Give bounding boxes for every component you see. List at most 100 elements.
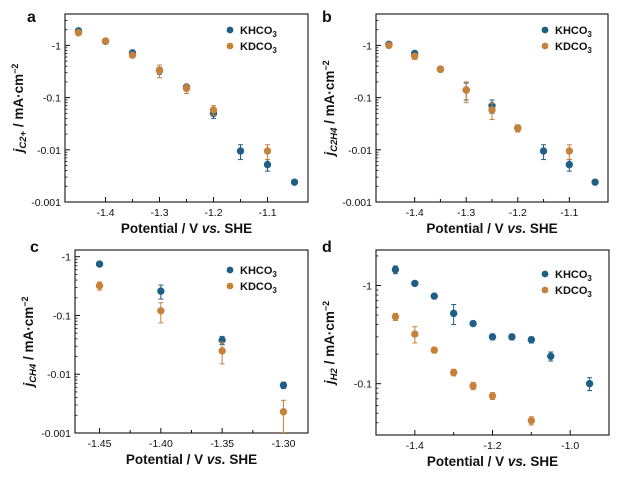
data-point xyxy=(263,160,272,169)
legend-marker xyxy=(226,282,234,290)
y-tick-label: -0.01 xyxy=(37,145,61,157)
data-point xyxy=(95,260,104,268)
y-tick-label: -0.1 xyxy=(43,93,61,105)
x-tick-label: -1.35 xyxy=(210,438,234,450)
legend-marker xyxy=(226,266,234,274)
y-tick-label: -0.1 xyxy=(354,379,372,391)
data-point xyxy=(565,147,574,155)
y-axis-title: jC2+ / mA·cm−2 xyxy=(10,64,29,155)
legend: KHCO3 KDCO3 xyxy=(226,265,277,295)
x-tick-label: -1.3 xyxy=(150,207,168,219)
data-point xyxy=(411,279,419,288)
data-point xyxy=(279,381,288,389)
x-tick-label: -1.1 xyxy=(258,207,276,219)
data-point xyxy=(410,52,419,60)
data-point xyxy=(391,313,400,321)
data-point xyxy=(430,346,438,354)
y-tick-label: -1 xyxy=(62,252,71,264)
data-point xyxy=(436,65,445,73)
data-point xyxy=(565,160,574,169)
data-point xyxy=(508,333,516,341)
data-point xyxy=(279,408,288,416)
legend-label: KDCO3 xyxy=(240,41,277,55)
panel-letter: a xyxy=(27,9,36,26)
legend-marker xyxy=(541,270,549,278)
data-point xyxy=(411,330,419,338)
x-tick-label: -1.1 xyxy=(560,207,578,219)
data-point xyxy=(209,106,218,114)
data-point xyxy=(488,392,497,400)
data-point xyxy=(527,336,536,344)
series-KDCO3 xyxy=(74,29,272,161)
x-tick-label: -1.2 xyxy=(204,207,222,219)
legend-marker xyxy=(541,42,549,50)
series-KHCO3 xyxy=(391,265,594,392)
data-point xyxy=(101,37,110,45)
panel-b: b -1.4 -1.3 -1.2 -1.1 -1 -0.1 -0.01 -0.001 Potent… xyxy=(321,9,609,236)
y-tick-label: -0.1 xyxy=(53,310,71,322)
data-point xyxy=(263,147,272,155)
legend-label: KDCO3 xyxy=(555,41,592,55)
legend-marker xyxy=(226,42,234,50)
data-point xyxy=(218,347,226,355)
data-point xyxy=(527,416,536,425)
data-point xyxy=(449,309,458,318)
data-point xyxy=(157,307,165,315)
x-tick-label: -1.4 xyxy=(96,207,114,219)
y-tick-label: -0.001 xyxy=(41,428,71,440)
series-KDCO3 xyxy=(385,41,574,161)
y-axis-title: jC2H4 / mA·cm−2 xyxy=(321,60,340,157)
data-point xyxy=(236,147,245,155)
x-tick-label: -1.2 xyxy=(509,207,527,219)
panel-a: a -1.4 -1.3 -1.2 -1.1 -1 -0.1 -0.01 -0.001 Potent… xyxy=(10,9,309,236)
panel-d: d -1.4 -1.2 -1.0 -1 -0.1 Potential / V vs. SHE… xyxy=(321,239,610,469)
data-point xyxy=(539,147,548,155)
legend: KHCO3 KDCO3 xyxy=(226,25,277,55)
x-axis-title: Potential / V vs. SHE xyxy=(427,454,558,469)
legend-label: KHCO3 xyxy=(555,25,592,39)
legend-marker xyxy=(541,26,549,34)
y-tick-label: -0.01 xyxy=(348,145,372,157)
y-axis-title: jH2 / mA·cm−2 xyxy=(321,301,340,386)
x-axis-title: Potential / V vs. SHE xyxy=(426,221,557,236)
data-point xyxy=(449,368,458,377)
panel-c: c -1.45 -1.40 -1.35 -1.30 -1 -0.1 -0.01 -0.001 Po… xyxy=(20,239,309,467)
data-point xyxy=(74,29,83,37)
y-tick-label: -1 xyxy=(52,40,61,52)
y-axis-title: jCH4 / mA·cm−2 xyxy=(20,296,39,388)
x-axis-title: Potential / V vs. SHE xyxy=(121,221,252,236)
x-tick-label: -1.45 xyxy=(88,438,112,450)
y-tick-label: -1 xyxy=(363,40,372,52)
data-point xyxy=(488,333,497,341)
x-tick-label: -1.30 xyxy=(272,438,296,450)
data-point xyxy=(391,265,400,274)
legend-label: KHCO3 xyxy=(555,269,592,283)
x-tick-label: -1.40 xyxy=(149,438,173,450)
y-tick-label: -0.01 xyxy=(47,369,71,381)
data-point xyxy=(514,124,522,132)
x-tick-label: -1.4 xyxy=(406,440,424,452)
data-point xyxy=(469,319,477,328)
data-point xyxy=(547,352,555,361)
x-tick-label: -1.2 xyxy=(483,440,501,452)
y-tick-label: -0.1 xyxy=(354,93,372,105)
data-point xyxy=(430,292,438,300)
legend-label: KHCO3 xyxy=(240,25,277,39)
y-tick-label: -0.001 xyxy=(342,197,372,209)
x-tick-label: -1.4 xyxy=(406,207,424,219)
data-point xyxy=(385,41,393,50)
data-point xyxy=(128,51,137,59)
legend-marker xyxy=(541,286,549,294)
data-point xyxy=(95,282,104,290)
y-tick-label: -1 xyxy=(363,281,372,293)
legend-label: KDCO3 xyxy=(555,285,592,299)
panel-letter: d xyxy=(322,239,332,256)
data-point xyxy=(488,106,496,114)
data-point xyxy=(469,382,477,390)
legend-marker xyxy=(226,26,234,34)
data-point xyxy=(585,379,594,388)
legend-label: KHCO3 xyxy=(240,265,277,279)
x-tick-label: -1.3 xyxy=(457,207,475,219)
